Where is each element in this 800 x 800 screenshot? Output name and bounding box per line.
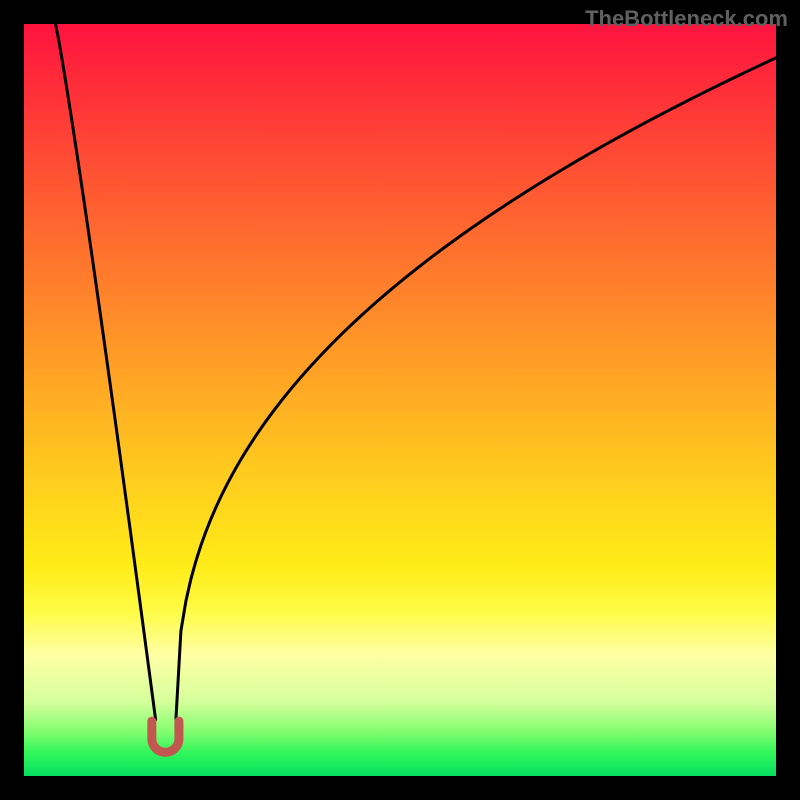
- plot-svg: [24, 24, 776, 776]
- watermark-text: TheBottleneck.com: [585, 6, 788, 32]
- chart-root: TheBottleneck.com: [0, 0, 800, 800]
- plot-area: [24, 24, 776, 776]
- gradient-background: [24, 24, 776, 776]
